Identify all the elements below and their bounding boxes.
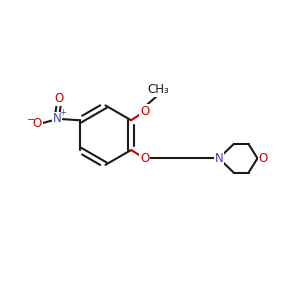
Text: N: N: [214, 152, 223, 165]
Text: O: O: [258, 152, 268, 165]
Text: O: O: [140, 152, 149, 165]
Text: N: N: [53, 112, 62, 125]
Text: +: +: [59, 108, 66, 117]
Text: −: −: [28, 115, 36, 125]
Text: O: O: [54, 92, 64, 105]
Text: CH₃: CH₃: [147, 83, 169, 96]
Text: O: O: [33, 117, 42, 130]
Text: O: O: [140, 105, 149, 118]
